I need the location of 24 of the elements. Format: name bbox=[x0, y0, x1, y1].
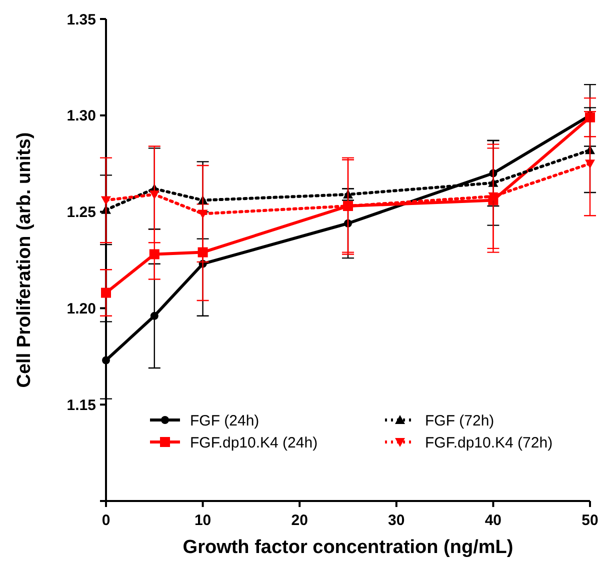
y-tick-label: 1.25 bbox=[66, 204, 96, 222]
x-tick-label: 20 bbox=[291, 512, 308, 529]
x-tick-label: 50 bbox=[582, 512, 598, 529]
x-tick-label: 10 bbox=[194, 512, 212, 529]
point bbox=[149, 249, 160, 260]
point bbox=[488, 192, 498, 202]
x-tick-label: 40 bbox=[484, 512, 502, 529]
x-tick-label: 30 bbox=[388, 512, 405, 529]
y-tick-label: 1.35 bbox=[66, 11, 96, 28]
y-tick-label: 1.30 bbox=[66, 108, 96, 125]
y-tick-label: 1.15 bbox=[66, 396, 96, 414]
point bbox=[198, 210, 208, 219]
x-axis-title: Growth factor concentration (ng/mL) bbox=[182, 537, 514, 558]
x-tick-label: 0 bbox=[102, 512, 110, 529]
y-axis-title: Cell Proliferation (arb. units) bbox=[14, 132, 35, 388]
legend-label: FGF.dp10.K4 (24h) bbox=[190, 434, 318, 452]
legend-label: FGF.dp10.K4 (72h) bbox=[425, 434, 553, 452]
y-tick-label: 1.20 bbox=[66, 300, 96, 318]
point bbox=[585, 112, 595, 122]
legend-label: FGF (24h) bbox=[190, 412, 260, 430]
point bbox=[102, 356, 110, 364]
point bbox=[150, 312, 158, 320]
point bbox=[585, 160, 595, 169]
legend-label: FGF (72h) bbox=[425, 412, 494, 430]
